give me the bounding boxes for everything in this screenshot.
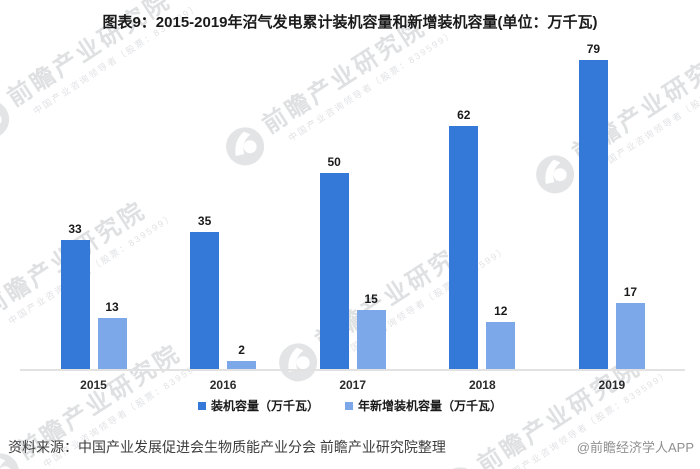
bar-value-label: 13 [105,300,119,314]
footer: 资料来源：中国产业发展促进会生物质能产业分会 前瞻产业研究院整理 @前瞻经济学人… [8,437,694,457]
x-axis-line [20,369,685,371]
x-axis-labels: 2015 2016 2017 2018 2019 [0,378,700,393]
legend-label: 年新增装机容量（万千瓦） [358,399,503,413]
bar-value-label: 12 [494,304,508,318]
legend-item-2: 年新增装机容量（万千瓦） [345,397,502,414]
bar-value-label: 79 [586,42,601,56]
bar-value-label: 62 [457,108,471,122]
bar-2016-series2 [227,361,257,369]
bar-value-label: 2 [238,343,245,357]
bar-value-label: 50 [327,155,341,169]
plot-area: 33 13 35 2 50 15 62 12 79 17 [20,0,685,371]
qianzhan-logo-icon [432,458,487,469]
bar-group-2018: 62 12 [449,0,516,369]
credit-note: @前瞻经济学人APP [576,440,694,455]
bar-2018-series2 [486,322,516,369]
bar-2015-series1 [60,240,90,369]
x-axis-label-2019: 2019 [598,378,626,392]
bar-value-label: 35 [197,214,212,228]
bar-2019-series1 [578,60,608,369]
source-note: 资料来源：中国产业发展促进会生物质能产业分会 前瞻产业研究院整理 [8,439,446,455]
bar-group-2015: 33 13 [60,0,127,369]
legend-swatch-icon [345,401,353,410]
x-axis-label-2018: 2018 [468,378,496,392]
x-axis-label-2016: 2016 [209,378,237,392]
legend-item-1: 装机容量（万千瓦） [197,397,319,414]
page-title: 图表9：2015-2019年沼气发电累计装机容量和新增装机容量(单位：万千瓦) [102,14,598,31]
x-axis-label-2017: 2017 [339,378,367,392]
bar-group-2019: 79 17 [578,0,645,369]
bar-value-label: 17 [623,285,638,299]
legend-swatch-icon [197,401,206,410]
bar-2019-series2 [615,303,645,369]
bar-group-2016: 35 2 [190,0,257,369]
legend-label: 装机容量（万千瓦） [210,399,319,413]
legend: 装机容量（万千瓦） 年新增装机容量（万千瓦） [0,397,700,414]
bar-2017-series1 [319,173,349,369]
bar-2017-series2 [356,310,386,369]
bar-group-2017: 50 15 [319,0,386,369]
bar-2015-series2 [97,318,127,369]
bar-2018-series1 [449,126,479,369]
bar-value-label: 33 [68,222,82,236]
bar-value-label: 15 [364,292,378,306]
bar-2016-series1 [190,232,220,369]
x-axis-label-2015: 2015 [80,378,107,392]
